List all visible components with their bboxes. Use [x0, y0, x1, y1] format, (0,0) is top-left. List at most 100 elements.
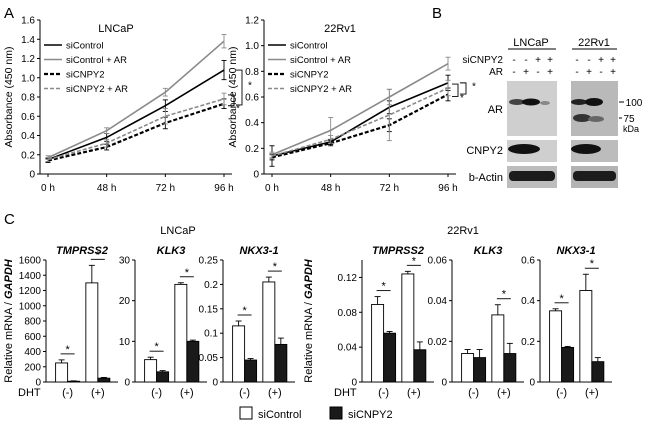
series-line — [47, 102, 225, 162]
significance-bracket — [228, 94, 235, 107]
y-tick-label: 0.06 — [428, 256, 448, 267]
y-tick-label: 1600 — [19, 256, 42, 267]
y-tick-label: 0 — [253, 170, 259, 181]
bar — [262, 281, 276, 383]
x-tick-label: (+) — [91, 387, 105, 399]
bar — [561, 346, 575, 383]
blot-band — [571, 99, 587, 105]
y-tick-label: 0 — [441, 378, 447, 389]
y-tick-label: 0.08 — [338, 308, 358, 319]
y-tick-label: 0.1 — [204, 329, 218, 340]
significance-star: * — [154, 341, 159, 353]
series-line — [47, 40, 225, 159]
bar-chart-22rv1-tmprss2: 0 0.04 0.08 0.12 TMPRSS2 Relative mRNA / GAPD… — [303, 245, 434, 399]
blot-condition-sign: - — [512, 67, 515, 78]
y-tick-label: 1.0 — [21, 73, 35, 84]
bar — [85, 282, 99, 383]
y-tick-label: 0 — [529, 378, 535, 389]
bar-chart-lncap-nkx3-1: 0 0.05 0.1 0.15 0.2 0.25 NKX3-1 (-) (+) * * — [199, 245, 295, 399]
x-tick-label: (-) — [62, 387, 73, 399]
y-tick-label: 20 — [119, 296, 131, 307]
series-line — [271, 87, 449, 157]
blot-condition-sign: - — [536, 67, 539, 78]
bar — [186, 340, 200, 383]
significance-star: * — [65, 344, 70, 356]
bar — [274, 343, 288, 383]
y-tick-label: 1.2 — [245, 16, 259, 27]
x-tick-label: 96 h — [214, 183, 233, 194]
significance-star: * — [412, 255, 417, 267]
significance-bracket — [460, 82, 467, 95]
blot-marker-kda: kDa — [623, 124, 639, 134]
x-tick-label: (-) — [468, 387, 479, 399]
bar — [232, 325, 246, 383]
chart-title: KLK3 — [157, 245, 186, 257]
blot-band — [509, 99, 525, 105]
x-tick-label: 72 h — [380, 183, 399, 194]
x-axis-label: DHT — [18, 387, 41, 399]
significance-star: * — [472, 81, 476, 92]
x-tick-label: 0 h — [265, 183, 279, 194]
blot-condition-sign: + — [586, 67, 592, 78]
y-tick-label: 0.2 — [204, 280, 218, 291]
y-tick-label: 0 — [35, 378, 41, 389]
bar — [579, 290, 593, 383]
y-tick-label: 1.2 — [21, 54, 35, 65]
blot-band-label-actin: b-Actin — [469, 172, 503, 184]
y-tick-label: 0.4 — [521, 296, 535, 307]
y-tick-label: 1.6 — [21, 16, 35, 27]
blot-band — [509, 171, 555, 181]
y-tick-label: 600 — [24, 332, 41, 343]
chart-title: LNCaP — [98, 23, 133, 35]
y-tick-label: 0 — [124, 378, 130, 389]
blot-condition-sign: + — [610, 67, 616, 78]
chart-title: NKX3-1 — [239, 245, 278, 257]
blot-condition-sign: + — [598, 55, 604, 66]
bar — [491, 314, 505, 383]
blot-condition-sign: + — [535, 55, 541, 66]
significance-star: * — [590, 258, 595, 270]
section-title-22rv1: 22Rv1 — [447, 225, 479, 237]
y-axis-label: Relative mRNA / GAPDH — [303, 258, 315, 383]
legend-label: siCNPY2 — [290, 70, 329, 81]
bar-chart-22rv1-klk3: 0 0.02 0.04 0.06 KLK3 (-) (+) * — [428, 245, 524, 399]
bar — [549, 310, 563, 383]
blot-condition-sign: - — [512, 55, 515, 66]
legend-label-sicnpy2: siCNPY2 — [348, 409, 393, 421]
blot-band — [588, 116, 604, 122]
x-tick-label: 48 h — [97, 183, 116, 194]
growth-chart-22rv1: 0 0.2 0.4 0.6 0.8 1.0 1.2 0 h 48 h 72 h 96 h Absorb… — [227, 16, 476, 195]
blot-condition-sign: + — [547, 55, 553, 66]
y-tick-label: 0.6 — [245, 93, 259, 104]
bar — [174, 283, 188, 383]
x-tick-label: (-) — [556, 387, 567, 399]
growth-chart-lncap: 0 0.2 0.4 0.6 0.8 1.0 1.2 1.4 1.6 0 h 48 h 72 h 96 h… — [3, 16, 252, 195]
y-tick-label: 10 — [119, 337, 131, 348]
x-tick-label: 0 h — [41, 183, 55, 194]
bar — [401, 273, 415, 383]
y-tick-label: 0.02 — [428, 337, 448, 348]
panel-label-c: C — [4, 211, 15, 228]
bar — [413, 349, 427, 383]
bar — [371, 303, 385, 383]
y-tick-label: 0.25 — [199, 256, 219, 267]
significance-star: * — [460, 93, 464, 104]
blot-condition-sign: + — [523, 67, 529, 78]
y-tick-label: 1400 — [19, 271, 42, 282]
blot-cellline-22rv1: 22Rv1 — [578, 37, 610, 49]
y-tick-label: 0.8 — [21, 93, 35, 104]
blot-marker-100: 100 — [626, 98, 643, 109]
y-tick-label: 0.04 — [428, 296, 448, 307]
blot-condition-sign: - — [575, 55, 578, 66]
y-tick-label: 1200 — [19, 286, 42, 297]
significance-star: * — [248, 80, 252, 91]
bar-chart-22rv1-nkx3-1: 0 0.2 0.4 0.6 NKX3-1 (-) (+) * * — [521, 245, 612, 399]
significance-star: * — [559, 293, 564, 305]
chart-title: 22Rv1 — [324, 23, 356, 35]
y-tick-label: 0.05 — [199, 353, 219, 364]
series-line — [271, 62, 449, 156]
x-tick-label: 96 h — [438, 183, 457, 194]
legend-label: siCNPY2 + AR — [290, 84, 352, 95]
blot-row-label-ar: AR — [489, 67, 503, 78]
bar — [55, 362, 69, 383]
